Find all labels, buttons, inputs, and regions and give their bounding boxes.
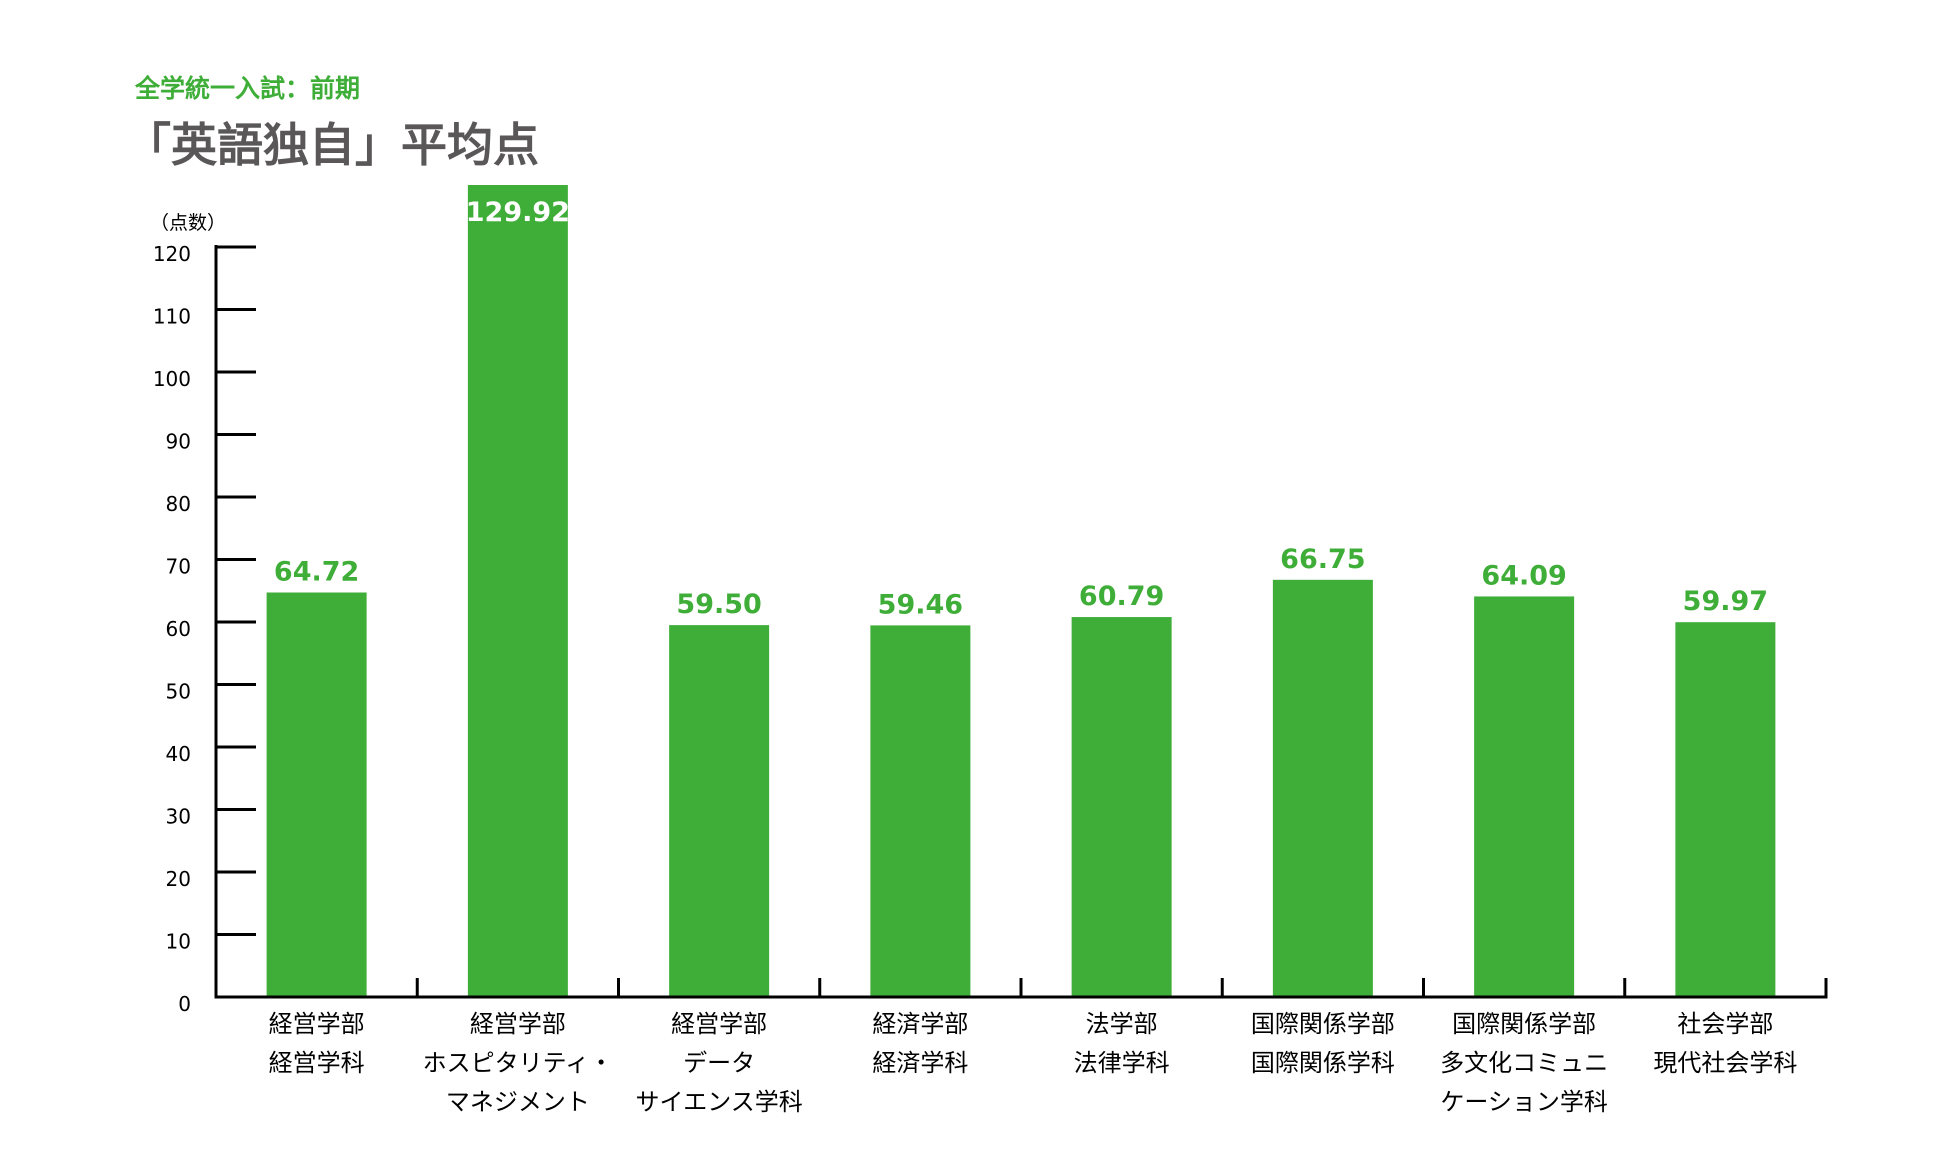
category-labels: 経営学部経営学科経営学部ホスピタリティ・マネジメント経営学部データサイエンス学科… <box>269 1010 1798 1116</box>
bar <box>1675 622 1776 997</box>
bar <box>1474 596 1575 997</box>
bar <box>266 592 367 997</box>
data-label: 59.97 <box>1683 586 1768 617</box>
y-tick-label: 40 <box>166 742 191 766</box>
bar <box>870 625 971 997</box>
y-tick-label: 0 <box>178 992 191 1016</box>
y-tick-label: 70 <box>166 555 191 579</box>
category-label: 法律学科 <box>1074 1049 1170 1077</box>
value-labels: 64.72 129.92 59.50 59.46 60.79 66.75 64.09 59.9… <box>274 197 1768 620</box>
category-label: 経済学部 <box>872 1010 968 1038</box>
y-tick-label: 10 <box>166 930 191 954</box>
category-label: ケーション学科 <box>1440 1088 1608 1116</box>
y-tick-label: 50 <box>166 680 191 704</box>
y-tick-label: 120 <box>153 242 191 266</box>
category-label: マネジメント <box>446 1088 590 1116</box>
data-label: 129.92 <box>466 197 570 228</box>
category-label: 社会学部 <box>1677 1010 1773 1038</box>
category-label: 国際関係学部 <box>1251 1010 1395 1038</box>
category-label: 経営学部 <box>671 1010 767 1038</box>
bars <box>266 185 1776 997</box>
y-tick-label: 30 <box>166 805 191 829</box>
category-label: データ <box>683 1049 755 1077</box>
bar <box>467 185 568 997</box>
data-label: 59.46 <box>878 589 963 620</box>
axes <box>214 245 1828 999</box>
category-label: 多文化コミュニ <box>1440 1049 1608 1077</box>
y-tick-label: 100 <box>153 367 191 391</box>
category-label: サイエンス学科 <box>635 1088 802 1116</box>
y-axis-unit-label: （点数） <box>150 212 226 234</box>
y-tick-label: 90 <box>166 430 191 454</box>
y-tick-label: 110 <box>153 305 191 329</box>
category-label: 経営学部 <box>269 1010 365 1038</box>
category-label: 国際関係学科 <box>1251 1049 1395 1077</box>
chart-subtitle: 全学統一入試：前期 <box>134 74 360 103</box>
bar <box>1071 617 1172 997</box>
data-label: 59.50 <box>676 589 761 620</box>
chart-title: 「英語独自」平均点 <box>125 118 539 172</box>
y-tick-label: 80 <box>166 492 191 516</box>
category-label: 経営学科 <box>269 1049 365 1077</box>
data-label: 64.72 <box>274 557 359 588</box>
bar <box>1272 579 1373 997</box>
category-label: 国際関係学部 <box>1452 1010 1596 1038</box>
data-label: 66.75 <box>1280 544 1365 575</box>
category-label: 経営学部 <box>470 1010 566 1038</box>
y-tick-label: 60 <box>166 617 191 641</box>
y-axis-ticks: 0 10 20 30 40 50 60 70 80 90 100 110 120 <box>153 242 256 1016</box>
y-tick-label: 20 <box>166 867 191 891</box>
data-label: 60.79 <box>1079 581 1164 612</box>
category-label: 法学部 <box>1086 1010 1158 1038</box>
category-label: ホスピタリティ・ <box>423 1049 614 1077</box>
bar <box>669 625 770 997</box>
category-label: 現代社会学科 <box>1653 1049 1797 1077</box>
data-label: 64.09 <box>1481 560 1566 591</box>
category-label: 経済学科 <box>872 1049 968 1077</box>
